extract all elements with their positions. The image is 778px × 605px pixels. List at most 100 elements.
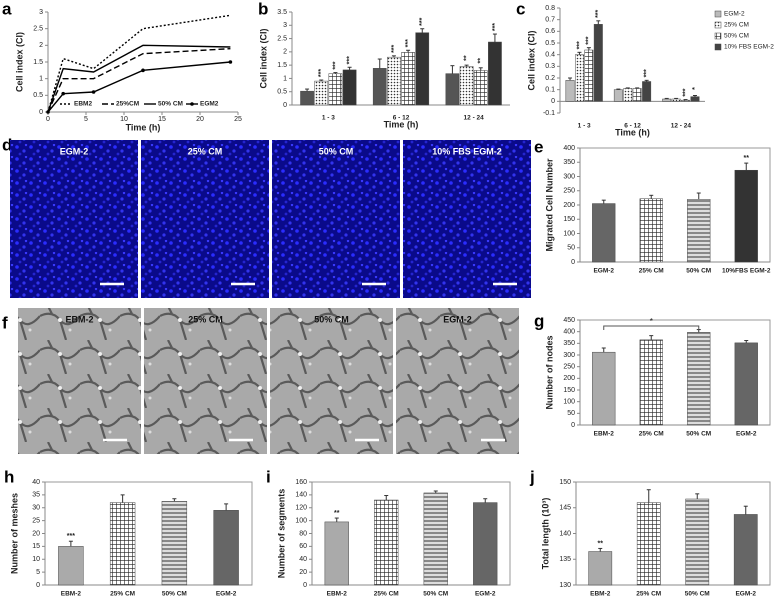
legend-swatch — [714, 43, 722, 51]
y-tick-label: 1 — [39, 76, 43, 83]
bar — [639, 339, 663, 426]
bar — [387, 56, 401, 106]
y-tick-label: 300 — [563, 173, 575, 180]
significance: *** — [576, 41, 583, 49]
x-tick-label: EBM-2 — [327, 591, 348, 598]
x-tick-label: EGM-2 — [735, 591, 756, 598]
x-tick-label: 25% CM — [374, 591, 399, 598]
y-tick-label: 25 — [32, 517, 40, 524]
x-axis-label: Time (h) — [615, 127, 650, 137]
y-tick-label: 120 — [295, 505, 307, 512]
bar — [588, 551, 613, 586]
bar — [734, 169, 758, 263]
y-tick-label: 0 — [39, 109, 43, 116]
legend-label: 50% CM — [724, 33, 749, 40]
bar — [58, 546, 84, 586]
y-tick-label: 140 — [295, 492, 307, 499]
y-tick-label: 300 — [563, 352, 575, 359]
significance: *** — [586, 36, 593, 44]
legend-label: EGM2 — [200, 101, 219, 108]
micrograph-label: 50% CM — [319, 146, 354, 156]
y-tick-label: 0 — [571, 259, 575, 266]
bar — [681, 99, 691, 102]
point — [46, 110, 50, 114]
legend-label: 25% CM — [724, 22, 749, 29]
bar — [639, 198, 663, 263]
x-tick-label: 25% CM — [110, 591, 135, 598]
x-tick-label: 50% CM — [423, 591, 448, 598]
y-tick-label: 80 — [299, 530, 307, 537]
y-tick-label: 50 — [567, 410, 575, 417]
y-tick-label: 0 — [551, 98, 555, 105]
bar — [328, 73, 343, 106]
bar — [687, 332, 711, 426]
bar — [300, 90, 314, 106]
micrograph-label: 25% CM — [188, 146, 223, 156]
x-tick-label: EBM-2 — [590, 591, 611, 598]
x-tick-label: 20 — [196, 116, 204, 123]
panel-letter: d — [2, 135, 12, 154]
x-tick-label: 50% CM — [162, 591, 187, 598]
y-tick-label: 100 — [563, 230, 575, 237]
y-tick-label: 3 — [39, 9, 43, 16]
significance: ** — [478, 58, 485, 64]
x-tick-label: 6 - 12 — [393, 115, 410, 122]
legend-label: 10% FBS EGM-2 — [724, 44, 774, 51]
x-tick-label: 12 - 24 — [671, 123, 692, 130]
y-tick-label: 50 — [567, 245, 575, 252]
y-tick-label: 5 — [36, 569, 40, 576]
bar — [642, 81, 652, 102]
x-tick-label: EGM-2 — [593, 268, 614, 275]
micrograph — [10, 140, 138, 298]
y-tick-label: 0.5 — [277, 89, 287, 96]
point — [61, 91, 65, 96]
y-axis-label: Cell index (CI) — [258, 28, 268, 88]
point — [141, 68, 145, 73]
legend-label: EBM2 — [74, 101, 92, 108]
y-tick-label: 140 — [559, 530, 571, 537]
y-axis-label: Cell index (CI) — [14, 32, 24, 92]
bar — [593, 24, 603, 102]
bar — [636, 502, 661, 586]
y-tick-label: 0 — [283, 102, 287, 109]
y-tick-label: 0 — [36, 582, 40, 589]
panel-letter: g — [534, 311, 544, 330]
bar — [565, 80, 575, 102]
y-tick-label: 2 — [283, 49, 287, 56]
x-tick-label: 50% CM — [686, 431, 711, 438]
y-tick-label: 135 — [559, 556, 571, 563]
legend-swatch — [714, 32, 722, 40]
panel-letter: j — [529, 467, 535, 486]
y-tick-label: 40 — [299, 556, 307, 563]
y-tick-label: 100 — [563, 399, 575, 406]
bar — [423, 492, 448, 586]
y-tick-label: 0.5 — [33, 92, 43, 99]
bar — [161, 501, 188, 586]
point — [228, 60, 233, 64]
bar — [459, 66, 474, 106]
panel-letter: f — [2, 313, 8, 332]
micrograph-label: 50% CM — [314, 314, 349, 324]
y-tick-label: 30 — [32, 505, 40, 512]
y-tick-label: 2 — [39, 42, 43, 49]
y-tick-label: 250 — [563, 188, 575, 195]
significance: ** — [598, 540, 604, 547]
y-tick-label: 130 — [559, 582, 571, 589]
significance: ** — [463, 55, 470, 61]
y-tick-label: 3.5 — [277, 9, 287, 16]
bar — [733, 514, 758, 586]
bar — [213, 510, 239, 586]
y-tick-label: 0.3 — [545, 63, 555, 70]
legend-label: 25%CM — [116, 101, 139, 108]
bar — [473, 70, 488, 106]
x-tick-label: 5 — [84, 116, 88, 123]
bar — [415, 32, 430, 106]
y-tick-label: 1.5 — [277, 62, 287, 69]
panel-letter: b — [258, 0, 268, 18]
y-tick-label: 350 — [563, 159, 575, 166]
bar — [662, 98, 672, 102]
x-tick-label: EBM-2 — [61, 591, 82, 598]
point — [91, 90, 96, 94]
bar — [671, 98, 681, 102]
y-tick-label: 0.6 — [545, 28, 555, 35]
